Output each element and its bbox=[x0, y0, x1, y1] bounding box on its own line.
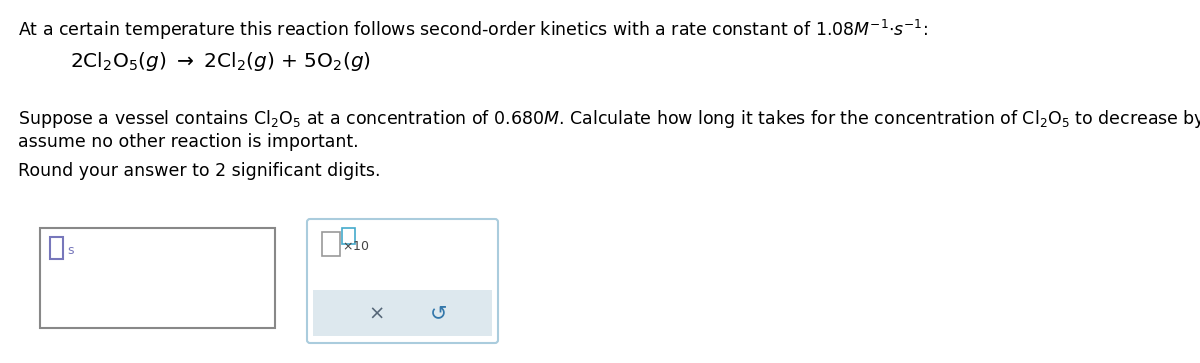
Text: At a certain temperature this reaction follows second-order kinetics with a rate: At a certain temperature this reaction f… bbox=[18, 18, 928, 42]
FancyBboxPatch shape bbox=[307, 219, 498, 343]
FancyBboxPatch shape bbox=[322, 232, 340, 256]
Text: ↺: ↺ bbox=[430, 303, 448, 323]
Text: assume no other reaction is important.: assume no other reaction is important. bbox=[18, 133, 359, 151]
FancyBboxPatch shape bbox=[50, 237, 64, 259]
Text: Suppose a vessel contains Cl$_2$O$_5$ at a concentration of 0.680$M$. Calculate : Suppose a vessel contains Cl$_2$O$_5$ at… bbox=[18, 108, 1200, 130]
Text: $\times$: $\times$ bbox=[368, 303, 384, 322]
Text: $\times$10: $\times$10 bbox=[342, 240, 370, 253]
Text: s: s bbox=[67, 244, 73, 257]
FancyBboxPatch shape bbox=[313, 290, 492, 336]
Text: 2Cl$_2$O$_5$($g$) $\rightarrow$ 2Cl$_2$($g$) + 5O$_2$($g$): 2Cl$_2$O$_5$($g$) $\rightarrow$ 2Cl$_2$(… bbox=[70, 50, 371, 73]
FancyBboxPatch shape bbox=[342, 228, 355, 244]
Text: Round your answer to 2 significant digits.: Round your answer to 2 significant digit… bbox=[18, 162, 380, 180]
FancyBboxPatch shape bbox=[40, 228, 275, 328]
